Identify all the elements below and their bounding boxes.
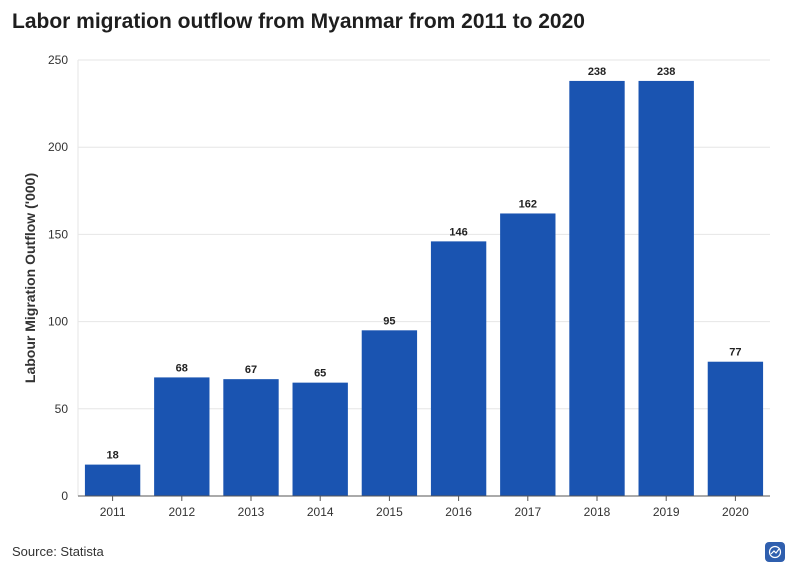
x-tick-label-2020: 2020 xyxy=(722,505,749,519)
bar-2018[interactable] xyxy=(569,80,625,496)
data-label-2017: 162 xyxy=(519,198,537,210)
bars xyxy=(84,80,764,497)
data-label-2016: 146 xyxy=(449,226,467,238)
bar-2011[interactable] xyxy=(84,464,141,496)
x-tick-label-2014: 2014 xyxy=(307,505,334,519)
y-tick-label: 250 xyxy=(48,53,68,67)
bar-2013[interactable] xyxy=(223,379,279,496)
y-axis: 0 50 100 150 200 250 xyxy=(48,53,79,503)
data-label-2020: 77 xyxy=(729,347,741,359)
bar-2015[interactable] xyxy=(361,330,418,496)
source-text: Source: Statista xyxy=(12,544,104,559)
x-axis: 2011 2012 2013 2014 2015 2016 2017 2018 2019 2020 xyxy=(78,495,770,519)
data-label-2011: 18 xyxy=(106,450,118,462)
bar-2019[interactable] xyxy=(638,80,694,496)
data-label-2019: 238 xyxy=(657,66,675,78)
data-label-2013: 67 xyxy=(245,364,257,376)
bar-2014[interactable] xyxy=(292,382,348,496)
data-labels: 18 68 67 65 95 146 162 238 238 77 xyxy=(106,66,741,462)
y-tick-label: 100 xyxy=(48,315,68,329)
data-label-2012: 68 xyxy=(176,362,188,374)
x-tick-label-2011: 2011 xyxy=(100,505,126,519)
x-tick-label-2018: 2018 xyxy=(584,505,611,519)
y-tick-label: 0 xyxy=(61,489,68,503)
statista-logo-icon[interactable] xyxy=(765,542,785,562)
chart-title: Labor migration outflow from Myanmar fro… xyxy=(12,10,585,33)
bar-2012[interactable] xyxy=(154,377,210,496)
bar-2017[interactable] xyxy=(500,213,556,497)
data-label-2015: 95 xyxy=(383,315,395,327)
x-tick-label-2019: 2019 xyxy=(653,505,680,519)
bar-2016[interactable] xyxy=(430,241,487,496)
y-tick-label: 50 xyxy=(55,402,69,416)
data-label-2014: 65 xyxy=(314,368,326,380)
y-tick-label: 200 xyxy=(48,140,68,154)
data-label-2018: 238 xyxy=(588,66,606,78)
x-tick-label-2015: 2015 xyxy=(376,505,403,519)
x-tick-label-2013: 2013 xyxy=(238,505,265,519)
y-tick-label: 150 xyxy=(48,227,68,241)
bar-2020[interactable] xyxy=(707,361,764,496)
x-tick-label-2017: 2017 xyxy=(514,505,541,519)
x-tick-label-2012: 2012 xyxy=(168,505,195,519)
x-tick-label-2016: 2016 xyxy=(445,505,472,519)
y-axis-label: Labour Migration Outflow ('000) xyxy=(22,173,38,383)
